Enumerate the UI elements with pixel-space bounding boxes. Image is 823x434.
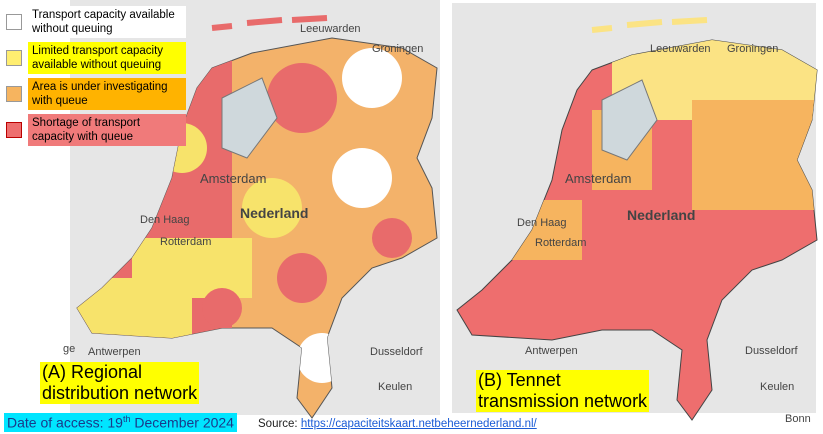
legend-item: Shortage of transport capacity with queu…	[0, 114, 190, 146]
legend-label: Area is under investigating with queue	[28, 78, 186, 110]
map-a	[70, 0, 440, 419]
place: Rotterdam	[160, 236, 211, 248]
place: Nederland	[627, 207, 695, 223]
place: Den Haag	[140, 214, 190, 226]
legend: Transport capacity available without que…	[0, 0, 190, 150]
source-label: Source:	[258, 418, 301, 430]
place: Antwerpen	[525, 345, 578, 357]
place: Keulen	[760, 381, 794, 393]
islands	[211, 15, 328, 31]
lake	[601, 79, 658, 161]
caption: (B) Tennet transmission network	[476, 370, 650, 412]
legend-item: Limited transport capacity available wit…	[0, 42, 190, 74]
place: Dusseldorf	[370, 346, 424, 358]
date-suffix: th	[122, 414, 131, 424]
place: Amsterdam	[200, 171, 266, 186]
date-text: December 2024	[130, 414, 234, 431]
place: Antwerpen	[88, 346, 141, 358]
place-labels: Leeuwarden Groningen Amsterdam Nederland…	[517, 43, 811, 425]
legend-item: Area is under investigating with queue	[0, 78, 190, 110]
caption-line: (A) Regional	[42, 362, 143, 382]
place: Den Haag	[517, 217, 567, 229]
caption-line: (B) Tennet	[478, 370, 561, 390]
place: ge	[63, 343, 75, 355]
place: Rotterdam	[535, 237, 586, 249]
date-text: Date of access: 19	[7, 414, 123, 431]
source-link[interactable]: https://capaciteitskaart.netbeheernederl…	[300, 418, 537, 430]
place: Amsterdam	[565, 171, 631, 186]
caption-line: distribution network	[42, 383, 198, 403]
caption-line: transmission network	[478, 391, 648, 411]
place-labels: Leeuwarden Groningen Amsterdam Nederland…	[63, 23, 424, 393]
lake	[221, 77, 278, 159]
place: Dusseldorf	[745, 345, 799, 357]
place: Leeuwarden	[300, 23, 361, 35]
place: Groningen	[727, 43, 778, 55]
source: Source: https://capaciteitskaart.netbehe…	[258, 418, 537, 430]
access-date: Date of access: 19th December 2024	[4, 413, 237, 432]
legend-label: Shortage of transport capacity with queu…	[28, 114, 186, 146]
place: Keulen	[378, 381, 412, 393]
legend-item: Transport capacity available without que…	[0, 6, 190, 38]
place: Leeuwarden	[650, 43, 711, 55]
legend-label: Transport capacity available without que…	[28, 6, 186, 38]
map-b	[452, 3, 818, 421]
islands	[591, 17, 708, 33]
caption: (A) Regional distribution network	[40, 362, 200, 404]
place: Groningen	[372, 43, 423, 55]
place: Bonn	[785, 413, 811, 425]
place: Nederland	[240, 205, 308, 221]
legend-label: Limited transport capacity available wit…	[28, 42, 186, 74]
